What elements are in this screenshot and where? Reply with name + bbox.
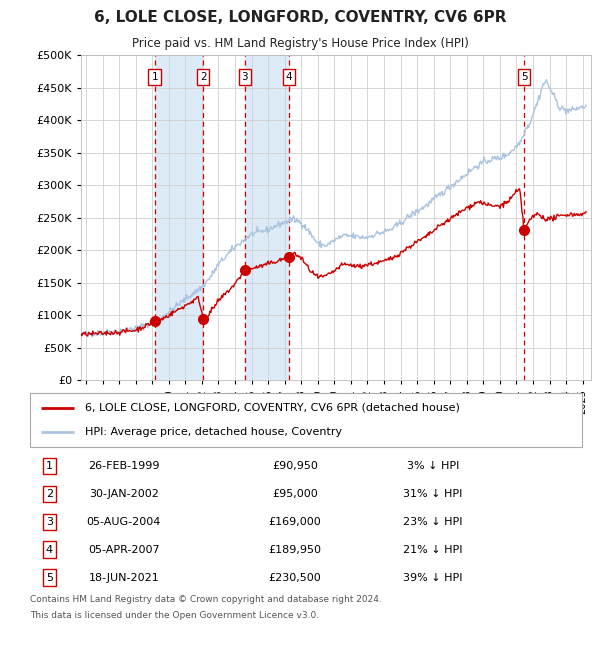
Text: 23% ↓ HPI: 23% ↓ HPI (403, 517, 463, 526)
Text: £95,000: £95,000 (272, 489, 318, 499)
Text: 26-FEB-1999: 26-FEB-1999 (88, 461, 160, 471)
Text: This data is licensed under the Open Government Licence v3.0.: This data is licensed under the Open Gov… (30, 611, 319, 620)
Text: 30-JAN-2002: 30-JAN-2002 (89, 489, 159, 499)
Text: 31% ↓ HPI: 31% ↓ HPI (403, 489, 463, 499)
Text: 3: 3 (241, 72, 248, 82)
Text: 05-APR-2007: 05-APR-2007 (88, 545, 160, 554)
Text: Price paid vs. HM Land Registry's House Price Index (HPI): Price paid vs. HM Land Registry's House … (131, 37, 469, 50)
Text: HPI: Average price, detached house, Coventry: HPI: Average price, detached house, Cove… (85, 427, 343, 437)
Text: 6, LOLE CLOSE, LONGFORD, COVENTRY, CV6 6PR (detached house): 6, LOLE CLOSE, LONGFORD, COVENTRY, CV6 6… (85, 402, 460, 413)
Text: 39% ↓ HPI: 39% ↓ HPI (403, 573, 463, 582)
Text: 6, LOLE CLOSE, LONGFORD, COVENTRY, CV6 6PR: 6, LOLE CLOSE, LONGFORD, COVENTRY, CV6 6… (94, 10, 506, 25)
Text: £169,000: £169,000 (269, 517, 322, 526)
Bar (155, 55, 203, 380)
Text: 18-JUN-2021: 18-JUN-2021 (88, 573, 159, 582)
FancyBboxPatch shape (30, 393, 582, 447)
Text: 5: 5 (521, 72, 527, 82)
Text: 2: 2 (46, 489, 53, 499)
Text: £90,950: £90,950 (272, 461, 318, 471)
Text: 2: 2 (200, 72, 206, 82)
Text: 1: 1 (151, 72, 158, 82)
Text: 05-AUG-2004: 05-AUG-2004 (86, 517, 161, 526)
Text: 1: 1 (46, 461, 53, 471)
Bar (245, 55, 289, 380)
Text: 3% ↓ HPI: 3% ↓ HPI (407, 461, 459, 471)
Text: Contains HM Land Registry data © Crown copyright and database right 2024.: Contains HM Land Registry data © Crown c… (30, 595, 382, 604)
Text: 3: 3 (46, 517, 53, 526)
Text: 4: 4 (286, 72, 292, 82)
Text: £230,500: £230,500 (269, 573, 322, 582)
Text: 21% ↓ HPI: 21% ↓ HPI (403, 545, 463, 554)
Text: 4: 4 (46, 545, 53, 554)
Text: £189,950: £189,950 (268, 545, 322, 554)
Text: 5: 5 (46, 573, 53, 582)
